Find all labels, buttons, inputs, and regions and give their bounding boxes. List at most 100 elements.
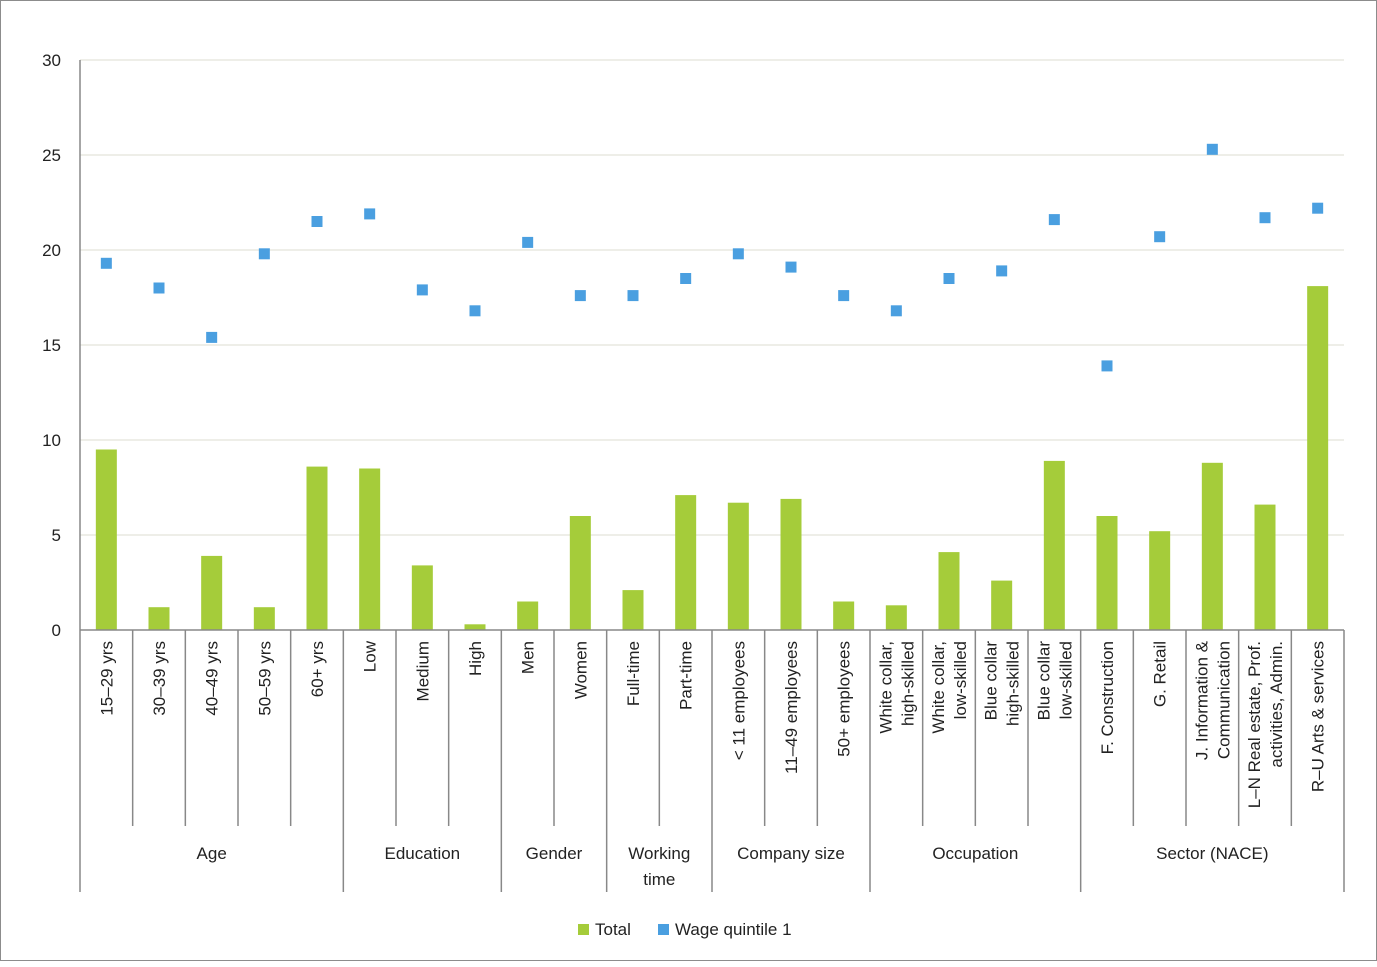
bar-total — [833, 601, 855, 630]
label-line: < 11 employees — [729, 641, 748, 760]
marker-wage-quintile-1 — [416, 284, 428, 296]
marker-wage-quintile-1 — [890, 305, 902, 317]
y-tick-label: 15 — [42, 336, 61, 355]
label-line: Low — [361, 640, 380, 672]
label-line: J. Information & — [1192, 640, 1211, 760]
label-line: Part-time — [677, 641, 696, 710]
bar-total — [253, 607, 275, 630]
label-line: 60+ yrs — [308, 641, 327, 697]
label-line: 50+ employees — [835, 641, 854, 757]
group-label: Age — [197, 844, 227, 863]
label-line: Age — [197, 844, 227, 863]
label-line: Working — [628, 844, 690, 863]
bar-total — [622, 590, 644, 630]
bar-total — [1096, 516, 1118, 630]
x-tick-label: Blue collar high-skilled — [982, 641, 1023, 726]
x-tick-label: L–N Real estate, Prof. activities, Admin. — [1245, 641, 1286, 808]
marker-wage-quintile-1 — [838, 290, 850, 302]
y-tick-label: 10 — [42, 431, 61, 450]
y-tick-label: 5 — [52, 526, 61, 545]
y-tick-label: 20 — [42, 241, 61, 260]
bar-total — [1043, 460, 1065, 630]
y-tick-label: 30 — [42, 51, 61, 70]
x-tick-label: 60+ yrs — [308, 641, 327, 697]
label-line: 11–49 employees — [782, 641, 801, 774]
marker-wage-quintile-1 — [311, 216, 323, 227]
x-tick-label: 15–29 yrs — [97, 641, 116, 716]
bar-total — [148, 607, 170, 630]
bar-total — [675, 495, 697, 630]
x-tick-label: Women — [571, 641, 590, 699]
legend-label: Total — [595, 920, 631, 939]
bar-total — [727, 502, 749, 630]
marker-wage-quintile-1 — [1312, 202, 1324, 214]
marker-wage-quintile-1 — [258, 248, 270, 260]
marker-wage-quintile-1 — [785, 261, 797, 273]
x-tick-label: < 11 employees — [729, 641, 748, 760]
legend: Total Wage quintile 1 — [578, 920, 792, 939]
x-tick-label: 50–59 yrs — [255, 641, 274, 716]
label-line: Medium — [413, 641, 432, 701]
marker-wage-quintile-1 — [996, 265, 1008, 277]
x-tick-label: R–U Arts & services — [1309, 641, 1328, 792]
label-line: Sector (NACE) — [1156, 844, 1268, 863]
group-label: Working time — [628, 844, 690, 889]
marker-wage-quintile-1 — [153, 282, 165, 294]
marker-wage-quintile-1 — [627, 290, 639, 302]
label-line: Communication — [1214, 641, 1233, 759]
x-tick-label: G. Retail — [1151, 641, 1170, 707]
bar-total — [780, 498, 802, 630]
label-line: activities, Admin. — [1267, 641, 1286, 768]
label-line: G. Retail — [1151, 641, 1170, 707]
label-line: low-skilled — [1056, 641, 1075, 719]
legend-swatch — [578, 924, 589, 935]
label-line: Blue collar — [982, 641, 1001, 721]
label-line: low-skilled — [951, 641, 970, 719]
label-line: Education — [385, 844, 461, 863]
marker-wage-quintile-1 — [1048, 214, 1060, 226]
bar-total — [569, 516, 591, 630]
x-tick-label: White collar, low-skilled — [929, 641, 970, 734]
group-label: Company size — [737, 844, 845, 863]
bar-total — [1149, 531, 1171, 630]
marker-wage-quintile-1 — [206, 331, 218, 343]
group-label: Occupation — [932, 844, 1018, 863]
label-line: L–N Real estate, Prof. — [1245, 641, 1264, 808]
label-line: High — [466, 641, 485, 676]
label-line: Women — [571, 641, 590, 699]
marker-wage-quintile-1 — [1259, 212, 1271, 224]
x-tick-label: F. Construction — [1098, 641, 1117, 754]
label-line: 40–49 yrs — [203, 641, 222, 716]
group-label: Sector (NACE) — [1156, 844, 1268, 863]
marker-wage-quintile-1 — [1101, 360, 1113, 372]
x-tick-label: J. Information & Communication — [1192, 640, 1233, 760]
bar-total — [201, 555, 223, 630]
bar-total — [1201, 462, 1223, 630]
marker-wage-quintile-1 — [100, 257, 112, 269]
label-line: Company size — [737, 844, 845, 863]
bar-total — [938, 552, 960, 630]
marker-wage-quintile-1 — [522, 236, 534, 248]
x-tick-label: 30–39 yrs — [150, 641, 169, 716]
marker-wage-quintile-1 — [943, 273, 955, 284]
x-tick-label: Part-time — [677, 641, 696, 710]
label-line: White collar, — [929, 641, 948, 734]
marker-wage-quintile-1 — [1154, 231, 1166, 243]
label-line: Gender — [526, 844, 583, 863]
legend-label: Wage quintile 1 — [675, 920, 792, 939]
marker-wage-quintile-1 — [1206, 143, 1218, 155]
group-label: Gender — [526, 844, 583, 863]
label-line: Full-time — [624, 641, 643, 706]
x-tick-label: White collar, high-skilled — [876, 641, 917, 734]
bar-total — [991, 580, 1013, 630]
x-tick-label: 40–49 yrs — [203, 641, 222, 716]
bar-total — [306, 466, 328, 630]
label-line: R–U Arts & services — [1309, 641, 1328, 792]
bar-total — [1307, 286, 1329, 630]
label-line: 15–29 yrs — [97, 641, 116, 716]
x-tick-label: Full-time — [624, 641, 643, 706]
group-label: Education — [385, 844, 461, 863]
y-tick-label: 0 — [52, 621, 61, 640]
marker-wage-quintile-1 — [574, 290, 586, 302]
